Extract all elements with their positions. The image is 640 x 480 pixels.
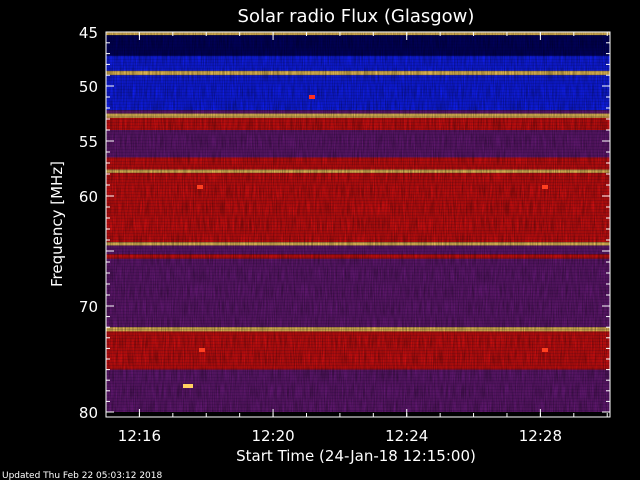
plot-area xyxy=(106,32,610,417)
x-tick-label: 12:24 xyxy=(385,427,428,445)
updated-timestamp: Updated Thu Feb 22 05:03:12 2018 xyxy=(2,471,163,480)
emission-spot xyxy=(199,348,205,352)
x-axis: 12:16 12:20 12:24 12:28 xyxy=(118,32,608,445)
y-tick-label: 55 xyxy=(79,133,98,151)
x-tick-label: 12:20 xyxy=(251,427,294,445)
y-tick-label: 80 xyxy=(79,404,98,422)
emission-spot xyxy=(187,384,193,388)
plot-frame xyxy=(105,31,611,418)
x-axis-label: Start Time (24-Jan-18 12:15:00) xyxy=(236,447,476,465)
y-axis-label: Frequency [MHz] xyxy=(48,161,66,287)
y-tick-label: 50 xyxy=(79,78,98,96)
emission-spot xyxy=(197,185,203,189)
y-axis: 45 50 55 60 70 80 xyxy=(79,24,610,422)
emission-spot xyxy=(309,95,315,99)
x-tick-label: 12:28 xyxy=(519,427,562,445)
emission-spot xyxy=(183,384,189,388)
emission-spot xyxy=(542,185,548,189)
y-tick-label: 60 xyxy=(79,188,98,206)
emission-spot xyxy=(542,348,548,352)
y-tick-label: 70 xyxy=(79,298,98,316)
x-tick-label: 12:16 xyxy=(118,427,161,445)
y-tick-label: 45 xyxy=(79,24,98,42)
chart-title: Solar radio Flux (Glasgow) xyxy=(238,6,475,27)
noise-overlay xyxy=(106,32,610,417)
